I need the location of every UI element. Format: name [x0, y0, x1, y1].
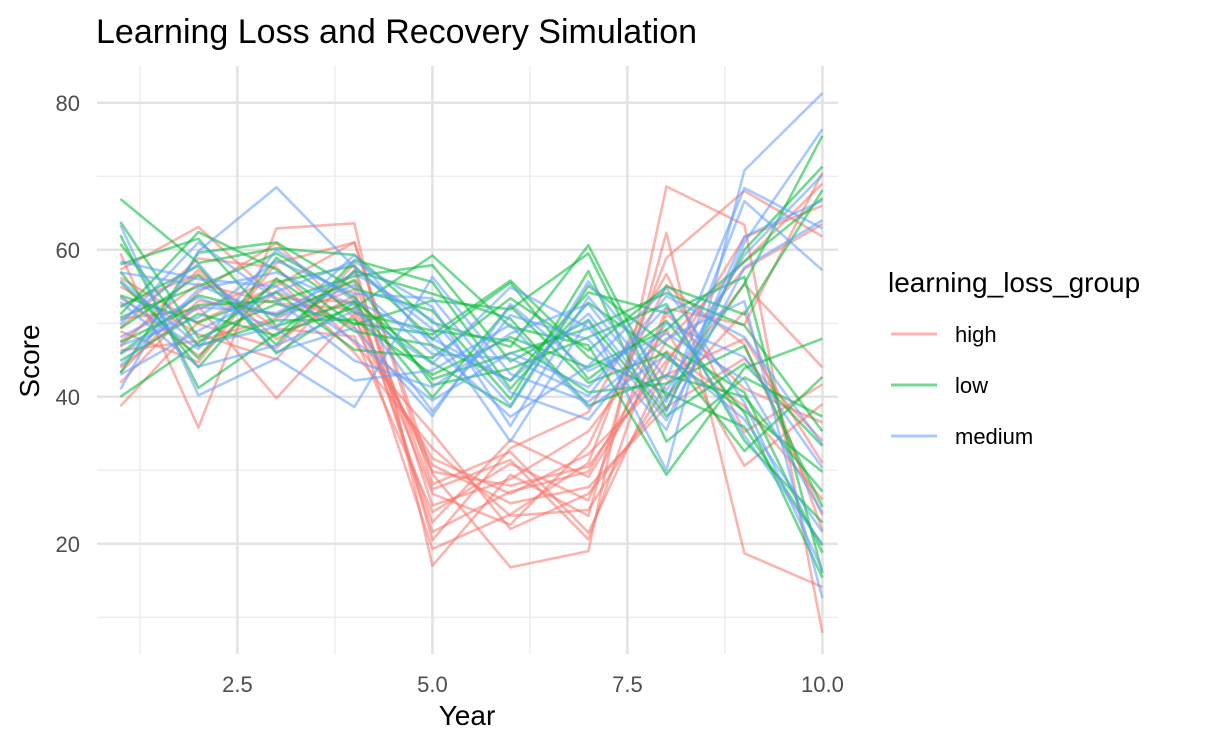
- legend-title: learning_loss_group: [888, 267, 1140, 298]
- series-line-medium: [120, 260, 824, 546]
- chart-title: Learning Loss and Recovery Simulation: [96, 13, 697, 51]
- y-axis-ticks: 20 40 60 80: [56, 91, 80, 557]
- x-tick-label: 2.5: [222, 672, 253, 697]
- series-line-low: [119, 234, 823, 477]
- x-tick-label: 10.0: [801, 672, 844, 697]
- series-line-high: [119, 189, 824, 551]
- legend-label-low: low: [955, 373, 988, 398]
- series-line-high: [119, 222, 823, 589]
- x-axis-title: Year: [439, 700, 496, 731]
- series-lines: [119, 92, 824, 633]
- legend-item-medium: medium: [891, 424, 1033, 449]
- legend-label-high: high: [955, 322, 997, 347]
- x-tick-label: 7.5: [612, 672, 643, 697]
- legend-label-medium: medium: [955, 424, 1033, 449]
- series-line-medium: [119, 296, 824, 533]
- y-tick-label: 60: [56, 238, 80, 263]
- series-line-medium: [119, 259, 824, 469]
- series-line-medium: [120, 271, 824, 446]
- y-axis-title: Score: [14, 324, 45, 397]
- y-tick-label: 20: [56, 532, 80, 557]
- series-line-medium: [119, 173, 824, 428]
- series-line-low: [119, 165, 824, 412]
- x-axis-ticks: 2.5 5.0 7.5 10.0: [222, 672, 844, 697]
- x-tick-label: 5.0: [417, 672, 448, 697]
- series-line-high: [119, 222, 824, 488]
- y-tick-label: 40: [56, 385, 80, 410]
- series-line-low: [119, 263, 824, 447]
- legend: learning_loss_group high low medium: [888, 267, 1140, 449]
- legend-item-high: high: [891, 322, 997, 347]
- series-line-medium: [119, 219, 824, 422]
- series-line-low: [119, 221, 824, 546]
- legend-item-low: low: [891, 373, 988, 398]
- y-tick-label: 80: [56, 91, 80, 116]
